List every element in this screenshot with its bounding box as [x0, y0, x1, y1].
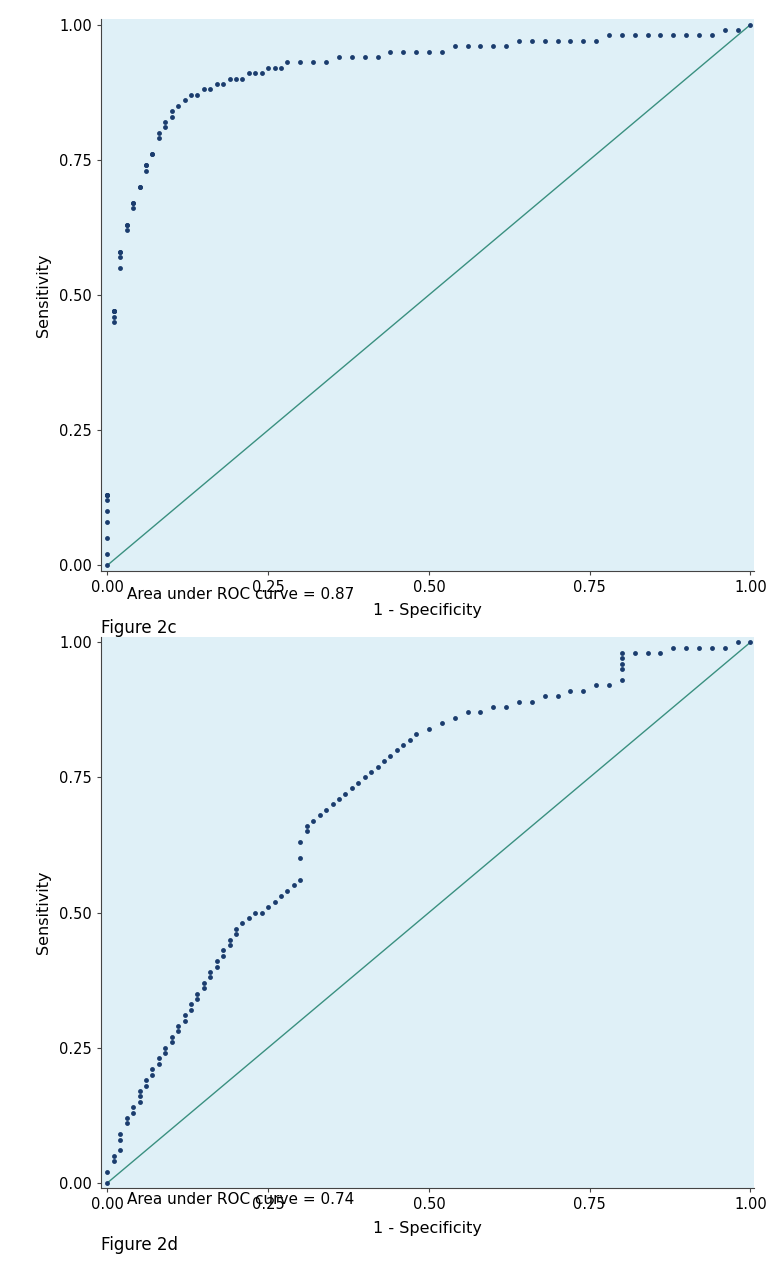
Y-axis label: Sensitivity: Sensitivity — [36, 253, 51, 337]
Text: Area under ROC curve = 0.87: Area under ROC curve = 0.87 — [127, 588, 354, 602]
X-axis label: 1 - Specificity: 1 - Specificity — [373, 603, 482, 618]
X-axis label: 1 - Specificity: 1 - Specificity — [373, 1221, 482, 1235]
Text: Figure 2c: Figure 2c — [101, 618, 176, 637]
Y-axis label: Sensitivity: Sensitivity — [36, 870, 51, 955]
Text: Area under ROC curve = 0.74: Area under ROC curve = 0.74 — [127, 1192, 354, 1207]
Text: Figure 2d: Figure 2d — [101, 1236, 178, 1254]
